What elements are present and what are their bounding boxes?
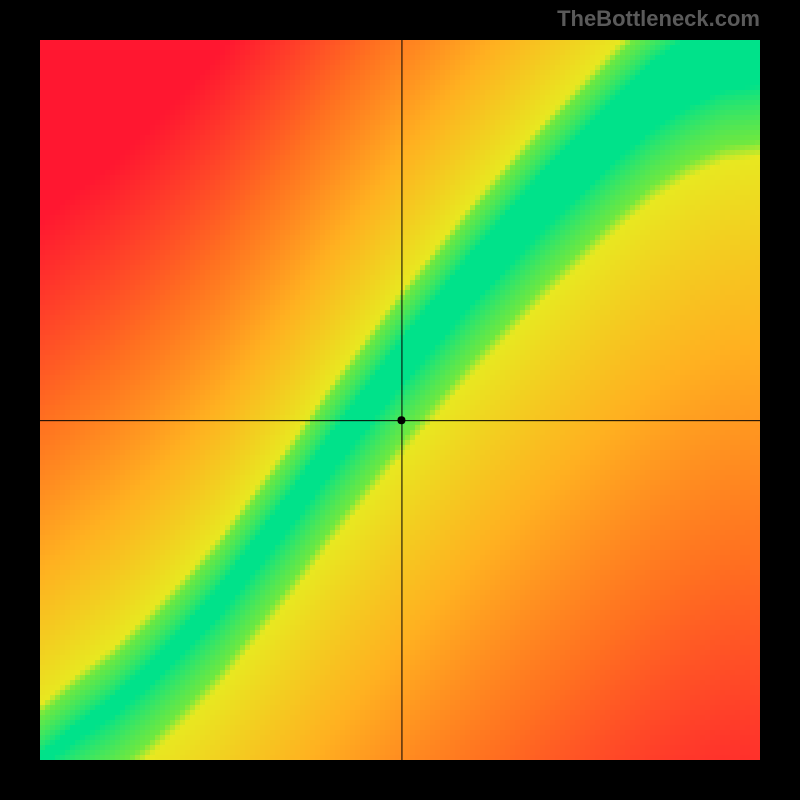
watermark-text: TheBottleneck.com bbox=[557, 6, 760, 32]
heatmap-plot bbox=[40, 40, 760, 760]
heatmap-overlay bbox=[40, 40, 760, 760]
